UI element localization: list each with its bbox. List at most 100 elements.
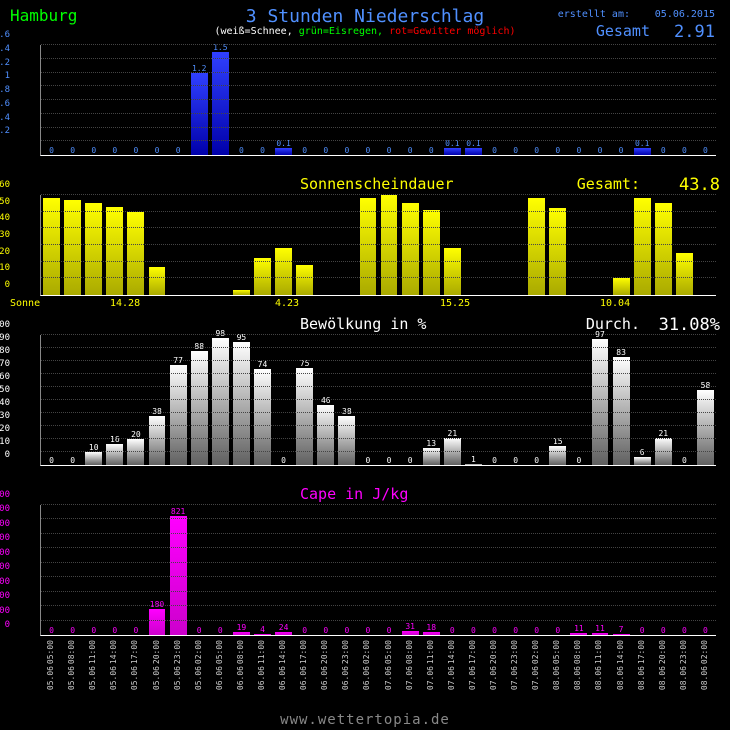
- x-tick: 11:0008.06: [588, 640, 609, 690]
- bar-slot: 0: [83, 505, 104, 635]
- bar-value-label: 19: [237, 623, 247, 632]
- bar-value-label: 0: [429, 146, 434, 155]
- bar-slot: 0: [189, 505, 210, 635]
- bar: [465, 148, 482, 155]
- bar-slot: 0: [674, 505, 695, 635]
- bar-value-label: 0: [49, 146, 54, 155]
- bar: [275, 148, 292, 155]
- bar-value-label: 21: [658, 429, 668, 438]
- bar-value-label: 0: [598, 146, 603, 155]
- bar: [634, 457, 651, 465]
- bar-value-label: 0: [218, 626, 223, 635]
- bar-slot: 0: [484, 45, 505, 155]
- x-tick: 14:0008.06: [610, 640, 631, 690]
- bar-value-label: 0: [640, 626, 645, 635]
- bar-slot: 6: [632, 335, 653, 465]
- bar-slot: 0: [526, 335, 547, 465]
- bar-value-label: 0: [513, 146, 518, 155]
- bar-slot: 1: [463, 335, 484, 465]
- bar: [613, 634, 630, 635]
- x-tick: 05:0008.06: [546, 640, 567, 690]
- cloud-summary-label: Durch.: [586, 315, 640, 333]
- sun-day1: 14.28: [110, 298, 140, 309]
- bar-slot: 46: [315, 335, 336, 465]
- bar-value-label: 21: [448, 429, 458, 438]
- bar-value-label: 0: [302, 146, 307, 155]
- bar-value-label: 0: [49, 626, 54, 635]
- x-tick: 11:0005.06: [82, 640, 103, 690]
- bar-value-label: 0: [70, 626, 75, 635]
- bar-value-label: 0: [112, 146, 117, 155]
- bar-value-label: 0: [471, 626, 476, 635]
- bar-slot: 16: [104, 335, 125, 465]
- y-tick: 10: [0, 437, 10, 447]
- y-tick: 1.2: [0, 58, 10, 68]
- y-tick: 900: [0, 490, 10, 500]
- bar: [570, 633, 587, 635]
- y-tick: 40: [0, 213, 10, 223]
- bar: [613, 278, 630, 295]
- bar-value-label: 18: [426, 623, 436, 632]
- bar-slot: 74: [252, 335, 273, 465]
- y-tick: 80: [0, 346, 10, 356]
- x-tick: 11:0006.06: [251, 640, 272, 690]
- bar-value-label: 0: [555, 626, 560, 635]
- sun-summary-value: 43.8: [679, 175, 720, 195]
- bar: [592, 633, 609, 635]
- bar-slot: 0: [210, 505, 231, 635]
- bar-slot: 0: [695, 505, 716, 635]
- bar-value-label: 0: [661, 626, 666, 635]
- bar-slot: 18: [421, 505, 442, 635]
- bar-slot: 0: [273, 335, 294, 465]
- bar-slot: 75: [294, 335, 315, 465]
- bar: [127, 212, 144, 295]
- x-tick: 05:0005.06: [40, 640, 61, 690]
- watermark: www.wettertopia.de: [0, 712, 730, 728]
- bar-slot: 0: [526, 45, 547, 155]
- bar-value-label: 0: [323, 626, 328, 635]
- bar-slot: 7: [611, 505, 632, 635]
- sun-title: Sonnenscheindauer: [300, 175, 454, 193]
- bar-value-label: 821: [171, 507, 185, 516]
- x-tick: 11:0007.06: [420, 640, 441, 690]
- cloud-summary-value: 31.08%: [659, 315, 720, 335]
- bar-slot: 0: [611, 45, 632, 155]
- bar: [360, 198, 377, 295]
- x-tick: 14:0006.06: [272, 640, 293, 690]
- x-tick: 23:0006.06: [335, 640, 356, 690]
- bar: [317, 405, 334, 465]
- bar: [106, 444, 123, 465]
- bar-slot: 0: [589, 45, 610, 155]
- x-tick: 17:0005.06: [124, 640, 145, 690]
- bar-value-label: 74: [258, 360, 268, 369]
- y-tick: 1.6: [0, 30, 10, 40]
- bar: [43, 198, 60, 295]
- bar-slot: 0.1: [273, 45, 294, 155]
- y-tick: 30: [0, 230, 10, 240]
- bar: [697, 390, 714, 465]
- bar-slot: 180: [146, 505, 167, 635]
- bar-slot: 0: [336, 505, 357, 635]
- bar-slot: 13: [421, 335, 442, 465]
- x-tick: 17:0006.06: [293, 640, 314, 690]
- y-tick: 50: [0, 385, 10, 395]
- bar: [233, 290, 250, 295]
- bar-slot: 19: [231, 505, 252, 635]
- bar-slot: 31: [400, 505, 421, 635]
- bar-value-label: 0: [492, 146, 497, 155]
- bar: [106, 207, 123, 295]
- x-tick: 02:0006.06: [356, 640, 377, 690]
- y-tick: 700: [0, 519, 10, 529]
- bar-slot: 11: [568, 505, 589, 635]
- bar: [170, 365, 187, 465]
- bar-slot: 21: [442, 335, 463, 465]
- bar-value-label: 0: [682, 146, 687, 155]
- bar-slot: 97: [589, 335, 610, 465]
- bar-value-label: 0: [70, 456, 75, 465]
- x-tick: 05:0007.06: [378, 640, 399, 690]
- y-tick: 100: [0, 606, 10, 616]
- x-tick: 20:0005.06: [145, 640, 166, 690]
- precip-total-value: 2.91: [674, 22, 715, 42]
- y-tick: 0: [5, 450, 10, 460]
- bar-value-label: 0: [134, 146, 139, 155]
